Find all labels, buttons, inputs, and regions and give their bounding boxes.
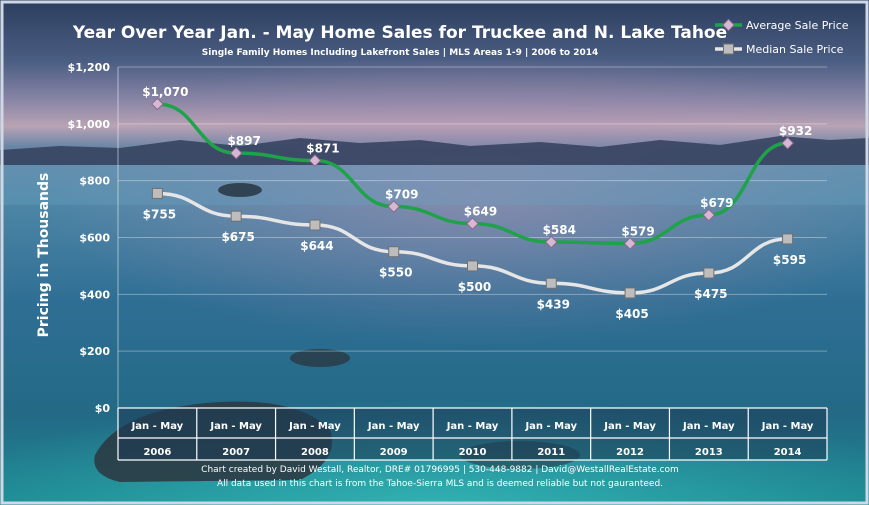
data-point bbox=[229, 146, 243, 160]
data-point bbox=[467, 260, 478, 272]
category-label-year: 2010 bbox=[459, 447, 487, 458]
data-label: $755 bbox=[143, 207, 176, 221]
data-label: $579 bbox=[621, 224, 654, 238]
data-point bbox=[309, 219, 321, 231]
y-axis-label: Pricing in Thousands bbox=[36, 173, 52, 338]
category-label-top: Jan - May bbox=[288, 421, 341, 432]
data-point bbox=[545, 277, 557, 289]
category-label-top: Jan - May bbox=[761, 421, 814, 432]
data-label: $475 bbox=[694, 287, 727, 301]
data-label: $595 bbox=[773, 253, 806, 267]
data-label: $649 bbox=[464, 205, 497, 219]
category-label-top: Jan - May bbox=[603, 421, 656, 432]
data-label: $550 bbox=[379, 266, 412, 280]
data-label: $871 bbox=[306, 141, 339, 155]
legend-label: Average Sale Price bbox=[746, 19, 849, 32]
data-label: $405 bbox=[615, 307, 648, 321]
legend: Average Sale Price Median Sale Price bbox=[715, 18, 849, 56]
data-point bbox=[623, 237, 637, 250]
data-label: $584 bbox=[543, 223, 576, 237]
category-label-year: 2013 bbox=[695, 447, 723, 458]
data-point bbox=[703, 267, 715, 279]
y-tick-label: $200 bbox=[79, 345, 110, 358]
legend-marker bbox=[722, 18, 735, 32]
footer-credit: Chart created by David Westall, Realtor,… bbox=[201, 465, 679, 475]
data-label: $1,070 bbox=[142, 85, 188, 99]
data-point bbox=[544, 235, 558, 249]
category-label-top: Jan - May bbox=[209, 421, 262, 432]
table-background bbox=[118, 408, 827, 460]
data-point bbox=[151, 97, 164, 111]
data-label: $675 bbox=[221, 230, 254, 244]
data-point bbox=[387, 200, 401, 213]
data-point bbox=[624, 287, 636, 299]
data-label: $500 bbox=[458, 280, 491, 294]
category-label-top: Jan - May bbox=[446, 421, 499, 432]
category-label-year: 2006 bbox=[143, 447, 171, 458]
chart-subtitle: Single Family Homes Including Lakefront … bbox=[202, 48, 599, 58]
legend-marker bbox=[723, 43, 734, 55]
data-label: $897 bbox=[227, 134, 260, 148]
y-tick-label: $400 bbox=[79, 288, 110, 301]
legend-label: Median Sale Price bbox=[746, 43, 844, 56]
y-tick-label: $1,200 bbox=[68, 61, 111, 74]
category-table: Jan - May 2006 Jan - May 2007 Jan - May 2008 J… bbox=[117, 407, 828, 461]
y-axis-ticks: $0 $200 $400 $600 $800 $1,000 $1,200 bbox=[68, 61, 111, 415]
y-tick-label: $0 bbox=[95, 402, 111, 415]
category-label-year: 2009 bbox=[380, 447, 408, 458]
category-label-top: Jan - May bbox=[524, 421, 577, 432]
data-point bbox=[782, 233, 794, 245]
footer-disclaimer: All data used in this chart is from the … bbox=[217, 479, 663, 489]
category-label-year: 2011 bbox=[537, 447, 565, 458]
data-point bbox=[308, 154, 322, 167]
y-tick-label: $1,000 bbox=[68, 118, 111, 131]
category-label-top: Jan - May bbox=[682, 421, 735, 432]
data-labels: $1,070 $897 $871 $709 $649 $584 $579 $679 $932 $7… bbox=[142, 85, 812, 321]
chart-title: Year Over Year Jan. - May Home Sales for… bbox=[72, 23, 727, 43]
data-point bbox=[702, 208, 716, 222]
data-point bbox=[230, 210, 242, 222]
y-tick-label: $600 bbox=[79, 232, 110, 245]
category-label-year: 2008 bbox=[301, 447, 329, 458]
category-label-year: 2014 bbox=[774, 447, 802, 458]
data-label: $679 bbox=[700, 196, 733, 210]
data-label: $439 bbox=[537, 297, 570, 311]
category-label-year: 2007 bbox=[222, 447, 250, 458]
data-label: $644 bbox=[300, 239, 333, 253]
data-point bbox=[781, 136, 794, 150]
y-tick-label: $800 bbox=[79, 175, 110, 188]
data-label: $932 bbox=[779, 124, 812, 138]
category-label-top: Jan - May bbox=[131, 421, 184, 432]
data-point bbox=[388, 246, 400, 258]
data-point bbox=[466, 217, 479, 230]
category-label-top: Jan - May bbox=[367, 421, 420, 432]
data-point bbox=[151, 187, 163, 199]
data-label: $709 bbox=[385, 188, 418, 202]
category-label-year: 2012 bbox=[616, 447, 644, 458]
series-layer bbox=[151, 97, 794, 299]
